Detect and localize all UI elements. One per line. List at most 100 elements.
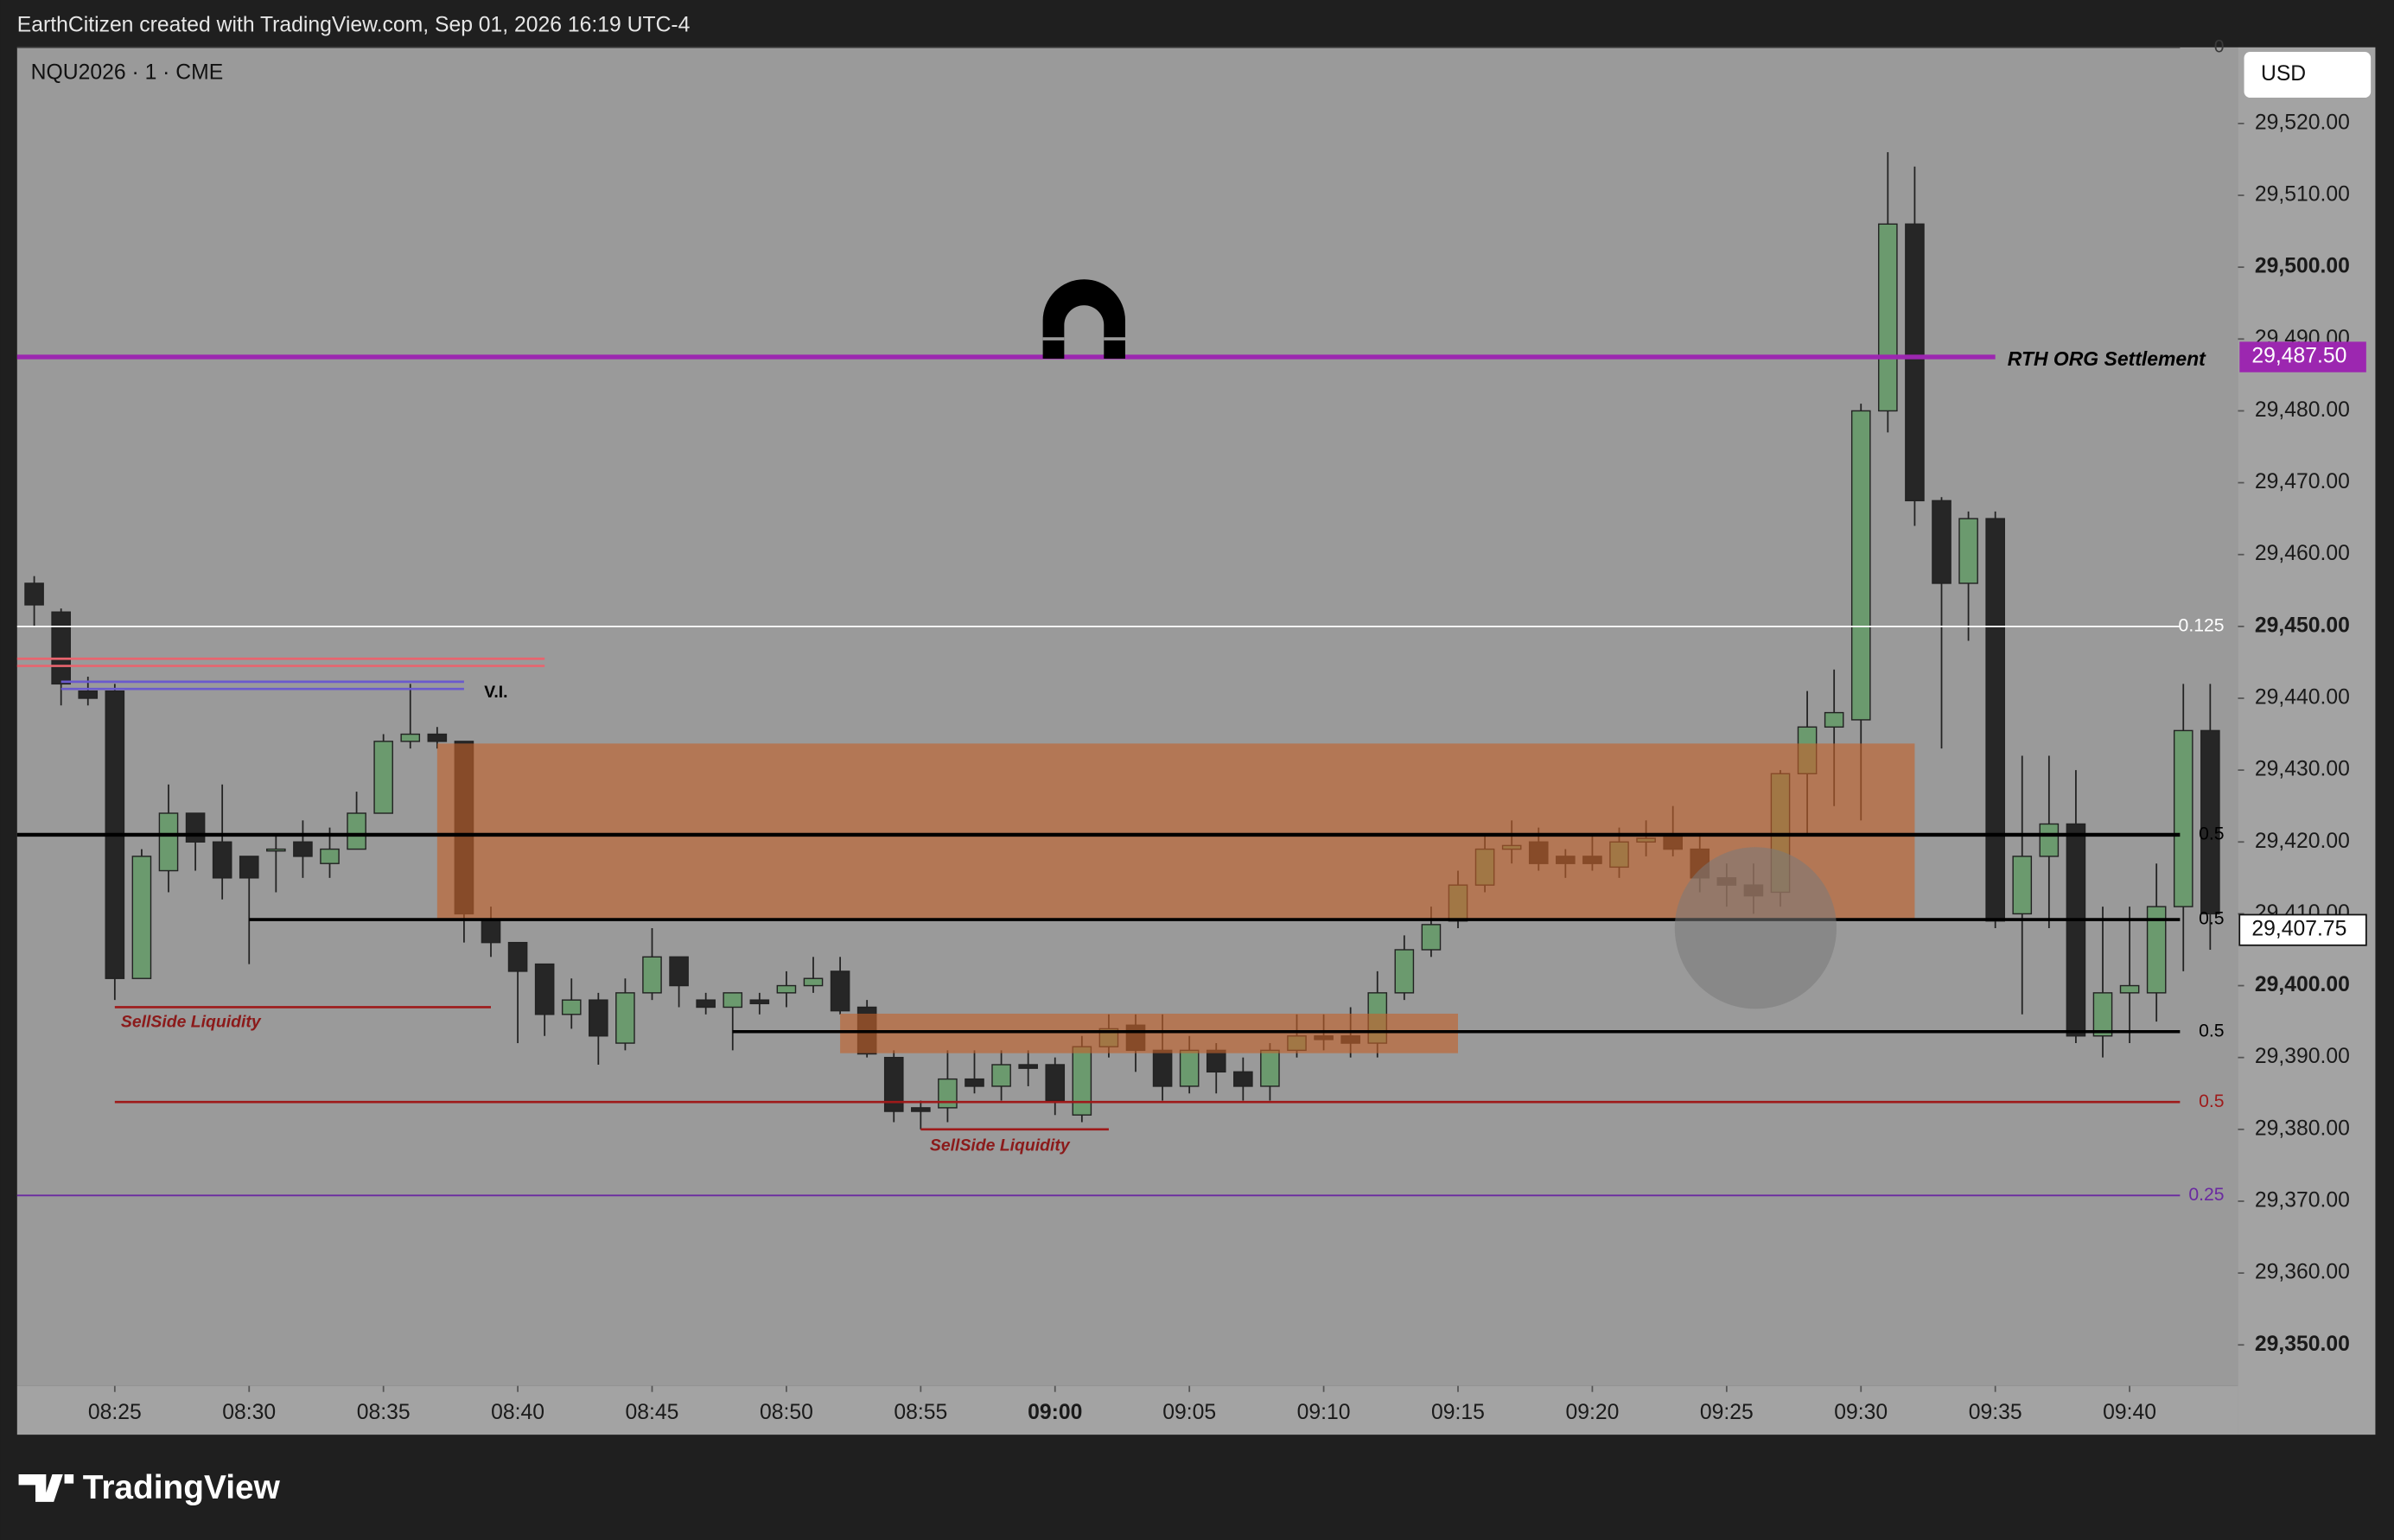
candle-body [1985, 518, 2005, 922]
level-label: 0 [2214, 36, 2225, 56]
x-tick-label: 09:25 [1700, 1401, 1754, 1424]
candle-body [803, 977, 824, 987]
y-tick-label: 29,440.00 [2255, 686, 2350, 710]
logo-text: TradingView [83, 1469, 281, 1506]
candle-body [1045, 1064, 1066, 1102]
candle-body [320, 848, 340, 864]
candle-body [51, 611, 71, 685]
candle-body [1394, 949, 1415, 994]
candle-body [131, 856, 152, 979]
y-tick-label: 29,450.00 [2255, 614, 2350, 637]
x-tick-label: 09:15 [1431, 1401, 1485, 1424]
candle-body [776, 984, 797, 994]
candle-body [615, 992, 635, 1044]
candle-body [24, 582, 44, 606]
candle-body [158, 812, 179, 872]
candle-body [723, 992, 743, 1009]
x-tick-label: 09:05 [1162, 1401, 1216, 1424]
candle-body [911, 1107, 931, 1112]
header-credit: EarthCitizen created with TradingView.co… [17, 14, 691, 37]
annotation: V.I. [484, 683, 507, 702]
candle-body [534, 963, 555, 1015]
x-tick-label: 09:00 [1028, 1401, 1082, 1424]
candle-body [830, 970, 850, 1012]
candle-body [589, 999, 608, 1037]
y-tick-label: 29,520.00 [2255, 111, 2350, 134]
candle-body [1850, 410, 1871, 721]
level-label: 0.5 [2199, 909, 2224, 929]
candle-body [2012, 856, 2033, 915]
candle-body [883, 1056, 904, 1112]
candle-body [1260, 1049, 1280, 1087]
candle-body [965, 1078, 984, 1087]
zone [436, 743, 1915, 920]
currency-button[interactable] [2244, 52, 2372, 99]
y-tick-label: 29,360.00 [2255, 1261, 2350, 1284]
candle-body [185, 812, 206, 843]
x-tick-label: 08:40 [491, 1401, 544, 1424]
annotation: RTH ORG Settlement [2008, 347, 2206, 370]
y-tick-label: 29,500.00 [2255, 255, 2350, 278]
x-tick-label: 09:10 [1297, 1401, 1351, 1424]
x-tick-label: 09:40 [2103, 1401, 2156, 1424]
level-label: 0.5 [2199, 824, 2224, 844]
price-label-box [2238, 913, 2367, 946]
candle-body [1152, 1049, 1173, 1087]
x-tick-label: 08:50 [760, 1401, 813, 1424]
y-tick-label: 29,370.00 [2255, 1188, 2350, 1212]
candle-body [1179, 1049, 1200, 1087]
currency-label[interactable]: USD [2261, 62, 2306, 86]
candle-body [239, 856, 259, 879]
candle-body [266, 848, 286, 852]
y-tick-label: 29,430.00 [2255, 758, 2350, 781]
logo-mark [18, 1474, 74, 1502]
candle-body [1233, 1071, 1253, 1087]
candle-body [2173, 729, 2193, 907]
x-tick-label: 08:30 [222, 1401, 276, 1424]
level-label: 0.25 [2188, 1185, 2224, 1205]
y-tick-label: 29,400.00 [2255, 973, 2350, 996]
candle-body [1905, 223, 1925, 502]
candle-body [481, 920, 501, 944]
candle-body [2146, 906, 2167, 994]
x-tick-label: 09:30 [1834, 1401, 1888, 1424]
x-tick-label: 08:45 [626, 1401, 679, 1424]
price-axis [2238, 47, 2376, 1435]
y-tick-label: 29,480.00 [2255, 398, 2350, 422]
price-label-box [2239, 341, 2366, 372]
level-label: 0.5 [2199, 1091, 2224, 1111]
candle-body [400, 733, 421, 742]
candle-body [78, 690, 99, 699]
y-tick-label: 29,460.00 [2255, 542, 2350, 565]
candle-body [642, 956, 662, 994]
y-tick-label: 29,510.00 [2255, 183, 2350, 207]
y-tick-label: 29,420.00 [2255, 830, 2350, 853]
y-tick-label: 29,350.00 [2255, 1333, 2350, 1356]
level-label: 0.5 [2199, 1021, 2224, 1040]
price-label: 29,407.75 [2251, 918, 2346, 941]
y-tick-label: 29,470.00 [2255, 470, 2350, 493]
candle-body [1824, 711, 1844, 728]
cursor-highlight [1674, 847, 1837, 1009]
candle-body [2066, 823, 2086, 1037]
candle-body [2200, 729, 2220, 915]
candle-body [938, 1078, 958, 1109]
x-tick-label: 09:20 [1565, 1401, 1619, 1424]
annotation: SellSide Liquidity [930, 1136, 1071, 1155]
candle-body [1421, 924, 1442, 951]
candle-body [749, 999, 770, 1005]
x-tick-label: 08:25 [88, 1401, 142, 1424]
time-axis [16, 1385, 2238, 1435]
level-label: 0.125 [2179, 615, 2225, 635]
x-tick-label: 08:35 [357, 1401, 411, 1424]
symbol-title[interactable]: NQU2026 · 1 · CME [31, 60, 224, 84]
candle-body [2039, 823, 2060, 857]
candle-body [2119, 984, 2140, 994]
candle-body [507, 941, 528, 972]
candle-body [1206, 1049, 1226, 1073]
candle-body [1932, 500, 1951, 584]
candle-body [561, 999, 582, 1015]
price-label: 29,487.50 [2251, 345, 2346, 368]
